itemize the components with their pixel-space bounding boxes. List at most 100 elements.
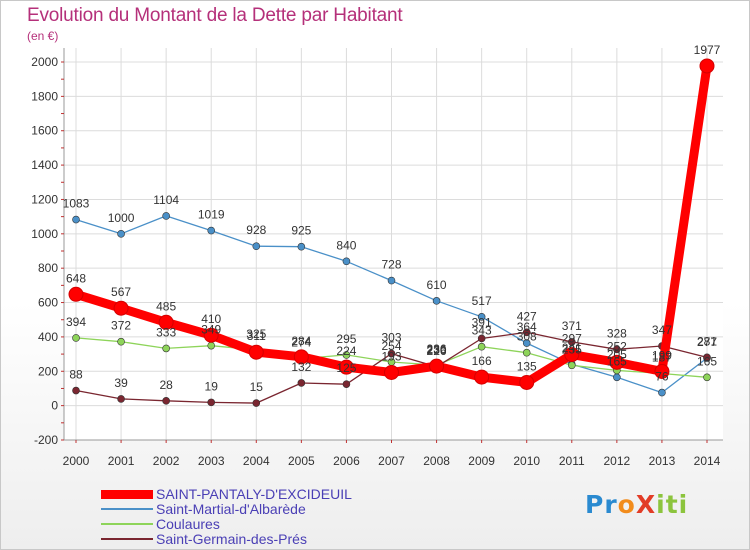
data-label: 166	[472, 354, 492, 368]
data-label: 333	[156, 325, 176, 339]
data-point	[338, 359, 354, 375]
y-tick-label: 0	[51, 399, 58, 413]
legend-swatch	[101, 489, 153, 499]
data-label: 193	[381, 349, 401, 363]
y-tick-label: -200	[34, 433, 58, 447]
y-tick-label: 1600	[31, 124, 58, 138]
x-tick-label: 2014	[694, 454, 721, 468]
data-label: 347	[652, 323, 672, 337]
data-label: 274	[291, 336, 311, 350]
x-tick-label: 2002	[153, 454, 180, 468]
data-point	[342, 351, 351, 359]
data-point	[158, 314, 174, 330]
data-point	[654, 363, 670, 379]
data-point	[519, 374, 535, 390]
data-point	[613, 373, 621, 382]
data-point	[387, 276, 396, 285]
x-tick-label: 2008	[423, 454, 450, 468]
data-point	[564, 347, 580, 363]
data-point	[72, 215, 80, 224]
data-label: 427	[517, 309, 537, 323]
data-point	[342, 257, 351, 266]
x-tick-label: 2006	[333, 454, 360, 468]
y-tick-label: 1800	[31, 89, 58, 103]
data-point	[387, 349, 396, 358]
data-label: 728	[381, 258, 401, 272]
data-label: 308	[517, 330, 537, 344]
data-label: 236	[427, 342, 447, 356]
data-point	[699, 58, 715, 74]
data-point	[522, 348, 531, 357]
data-point	[429, 358, 445, 374]
data-point	[477, 313, 486, 321]
data-label: 230	[427, 343, 447, 357]
data-point	[703, 353, 711, 362]
data-label: 205	[607, 347, 627, 361]
data-point	[432, 297, 441, 305]
x-tick-label: 2007	[378, 454, 405, 468]
data-label: 254	[381, 339, 401, 353]
data-label: 364	[517, 320, 537, 334]
data-label: 1019	[198, 208, 225, 222]
logo-letters: Pr	[585, 490, 618, 519]
data-label: 39	[114, 376, 128, 390]
data-point	[567, 361, 576, 370]
x-tick-label: 2005	[288, 454, 315, 468]
data-label: 277	[697, 335, 717, 349]
y-tick-label: 600	[38, 296, 58, 310]
data-point	[384, 364, 399, 380]
data-point	[342, 380, 351, 388]
data-label: 284	[291, 334, 311, 348]
legend-label: SAINT-PANTALY-D'EXCIDEUIL	[156, 486, 352, 502]
logo-letters: X	[635, 490, 657, 519]
data-label: 132	[291, 360, 311, 374]
data-point	[703, 373, 711, 382]
data-label: 349	[201, 323, 221, 337]
data-label: 226	[427, 344, 447, 358]
x-tick-label: 2001	[108, 454, 135, 468]
data-point	[207, 341, 216, 350]
data-label: 485	[156, 299, 176, 313]
legend-label: Saint-Germain-des-Prés	[156, 531, 307, 547]
data-label: 235	[562, 342, 582, 356]
data-point	[207, 226, 216, 235]
data-label: 311	[247, 329, 266, 343]
data-label: 371	[562, 319, 582, 333]
x-tick-label: 2010	[513, 454, 540, 468]
data-point	[297, 379, 306, 387]
data-label: 394	[66, 315, 86, 329]
data-point	[117, 395, 125, 403]
x-tick-label: 2003	[198, 454, 225, 468]
data-point	[117, 230, 125, 238]
data-label: 610	[427, 278, 447, 292]
data-label: 295	[336, 332, 356, 346]
data-label: 125	[336, 361, 356, 375]
legend-label: Saint-Martial-d'Albarède	[156, 501, 306, 517]
data-point	[477, 342, 486, 351]
data-label: 165	[697, 354, 717, 368]
data-point	[658, 388, 666, 397]
x-tick-label: 2004	[243, 454, 270, 468]
data-label: 840	[336, 238, 356, 252]
data-point	[522, 339, 531, 347]
y-tick-label: 2000	[31, 55, 58, 69]
data-point	[162, 212, 170, 220]
data-point	[297, 242, 306, 251]
data-point	[609, 354, 625, 370]
data-label: 224	[336, 344, 356, 358]
x-tick-label: 2013	[649, 454, 676, 468]
data-point	[162, 344, 170, 353]
data-point	[117, 337, 125, 346]
data-label: 303	[381, 331, 401, 345]
data-point	[293, 349, 309, 365]
data-label: 517	[472, 294, 492, 308]
data-label: 135	[517, 359, 537, 373]
data-point	[68, 286, 84, 302]
data-label: 252	[607, 339, 627, 353]
y-tick-label: 1400	[31, 158, 58, 172]
chart-title: Evolution du Montant de la Dette par Hab…	[27, 5, 403, 26]
data-point	[207, 398, 216, 407]
data-point	[248, 344, 264, 360]
data-label: 410	[201, 312, 221, 326]
